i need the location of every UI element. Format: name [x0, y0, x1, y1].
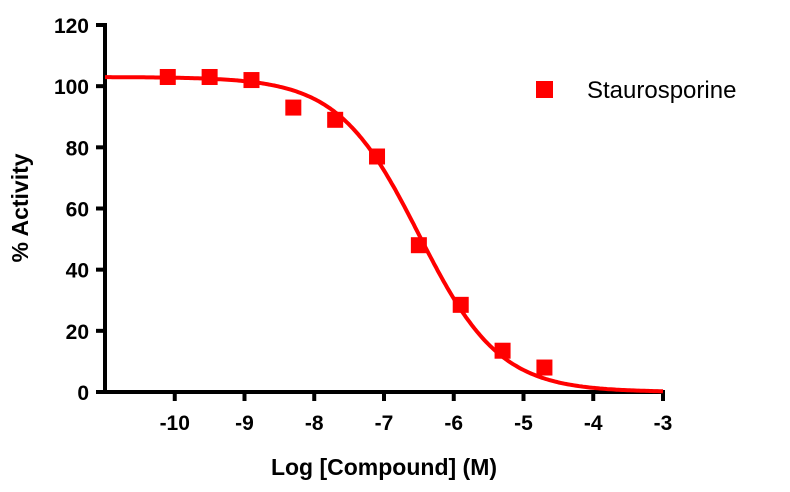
legend-label: Staurosporine — [587, 77, 736, 104]
fit-curve — [105, 75, 664, 394]
data-point — [243, 72, 260, 89]
x-axis-label: Log [Compound] (M) — [271, 454, 497, 480]
y-tick-label: 0 — [77, 382, 89, 405]
legend: Staurosporine — [536, 77, 736, 104]
x-tick-label: -3 — [654, 412, 673, 435]
data-point — [159, 68, 176, 85]
data-point — [327, 111, 344, 128]
y-tick-label: 20 — [66, 321, 89, 344]
y-axis-label: % Activity — [7, 153, 33, 262]
y-tick-label: 100 — [54, 76, 89, 99]
x-tick-label: -7 — [375, 412, 394, 435]
x-tick-label: -6 — [444, 412, 463, 435]
x-tick-label: -10 — [160, 412, 190, 435]
data-point — [285, 99, 302, 116]
y-tick-label: 120 — [54, 15, 89, 38]
x-tick-label: -5 — [514, 412, 533, 435]
x-tick-label: -4 — [584, 412, 603, 435]
y-tick-label: 80 — [66, 137, 89, 160]
x-tick-label: -8 — [305, 412, 324, 435]
data-point — [536, 359, 553, 376]
data-point — [494, 342, 511, 359]
data-point — [369, 148, 386, 165]
legend-marker — [536, 81, 553, 98]
axes: -10 -9 -8 -7 -6 -5 -4 -3 0 20 40 60 80 100 120 — [54, 15, 672, 435]
y-tick-label: 60 — [66, 199, 89, 222]
data-point — [201, 68, 218, 85]
y-tick-label: 40 — [66, 260, 89, 283]
plot-marks — [105, 68, 664, 394]
data-point — [410, 237, 427, 254]
x-tick-label: -9 — [235, 412, 254, 435]
data-point — [452, 296, 469, 313]
